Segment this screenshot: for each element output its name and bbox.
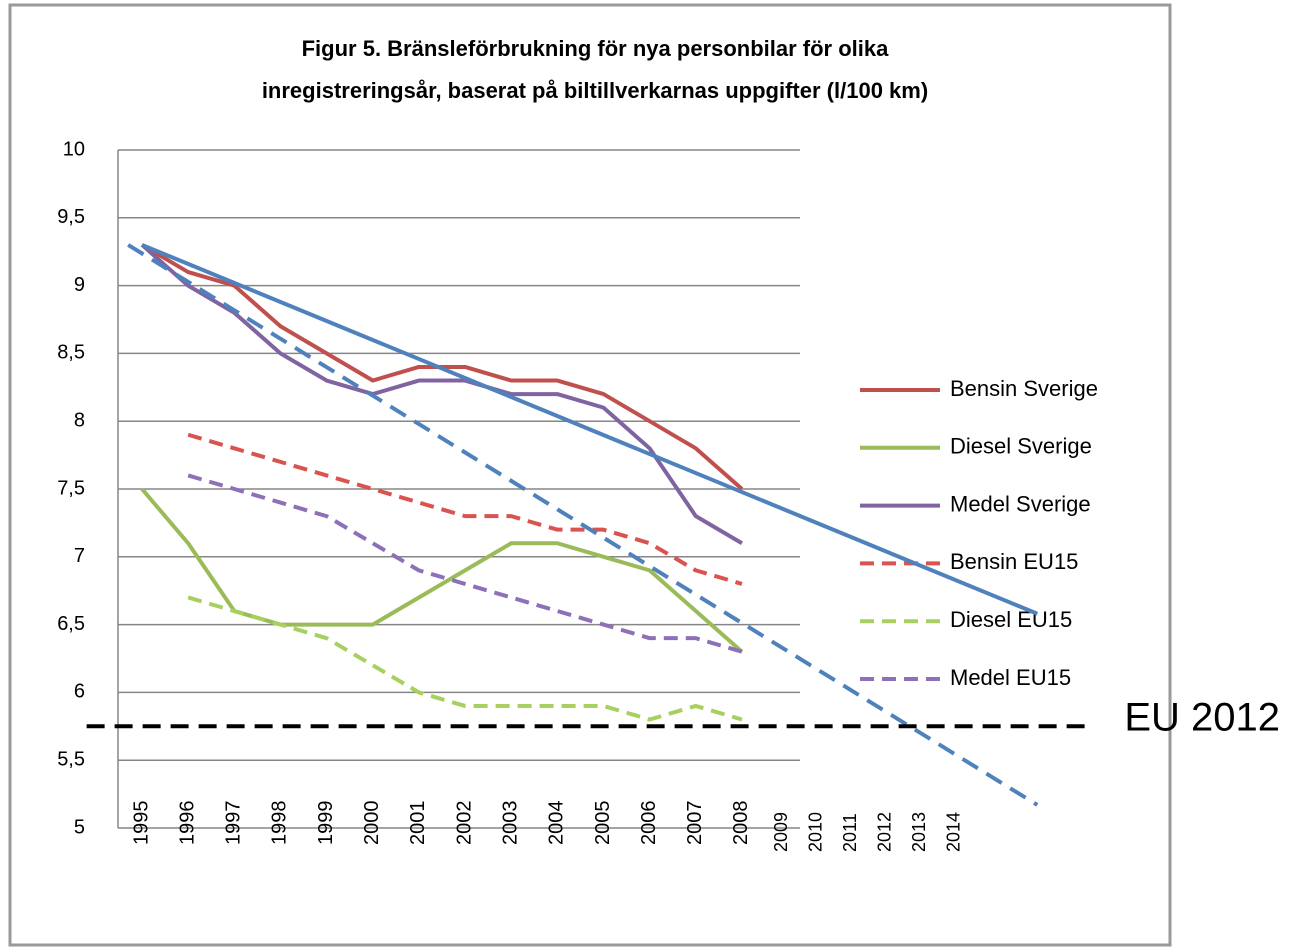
y-tick-label: 9 — [74, 274, 85, 296]
legend-label: Diesel EU15 — [950, 607, 1072, 632]
x-tick-label: 2005 — [592, 801, 614, 846]
series-line — [187, 473, 743, 654]
x-extra-label: 2009 — [771, 812, 791, 852]
x-tick-label: 2007 — [684, 801, 706, 846]
x-tick-label: 1995 — [130, 801, 152, 846]
x-extra-label: 2014 — [943, 812, 963, 852]
chart-frame — [8, 3, 1172, 947]
series-line — [187, 432, 743, 586]
legend-label: Medel Sverige — [950, 491, 1091, 516]
legend-label: Medel EU15 — [950, 665, 1071, 690]
x-extra-label: 2012 — [874, 812, 894, 852]
y-tick-label: 8,5 — [57, 342, 85, 364]
trend-line — [127, 243, 1039, 807]
annotation: EU 2012 — [1124, 696, 1280, 740]
legend-label: Bensin EU15 — [950, 549, 1078, 574]
legend-label: Diesel Sverige — [950, 434, 1092, 459]
trend-line — [141, 243, 1039, 616]
y-tick-label: 10 — [63, 138, 85, 160]
y-tick-label: 8 — [74, 409, 85, 431]
y-tick-label: 6,5 — [57, 613, 85, 635]
x-tick-label: 1997 — [223, 801, 245, 846]
x-tick-label: 2000 — [361, 801, 383, 846]
x-tick-label: 2006 — [638, 801, 660, 846]
x-tick-label: 1998 — [269, 801, 291, 846]
y-tick-label: 5,5 — [57, 748, 85, 770]
x-extra-label: 2011 — [840, 813, 860, 852]
y-tick-label: 9,5 — [57, 206, 85, 228]
y-tick-label: 5 — [74, 816, 85, 838]
x-tick-label: 2001 — [407, 801, 429, 846]
y-tick-label: 6 — [74, 681, 85, 703]
series-line — [187, 595, 743, 722]
chart-subtitle: inregistreringsår, baserat på biltillver… — [262, 78, 928, 103]
x-tick-label: 2004 — [546, 801, 568, 846]
x-tick-label: 2008 — [730, 801, 752, 846]
x-tick-label: 2003 — [499, 801, 521, 846]
x-extra-label: 2010 — [805, 812, 825, 852]
x-tick-label: 1999 — [315, 801, 337, 846]
y-tick-label: 7 — [74, 545, 85, 567]
legend-label: Bensin Sverige — [950, 376, 1098, 401]
y-tick-label: 7,5 — [57, 477, 85, 499]
chart-title: Figur 5. Bränsleförbrukning för nya pers… — [302, 36, 890, 61]
x-tick-label: 1996 — [176, 801, 198, 846]
series-line — [140, 243, 743, 545]
x-extra-label: 2013 — [909, 812, 929, 852]
x-tick-label: 2002 — [453, 801, 475, 846]
